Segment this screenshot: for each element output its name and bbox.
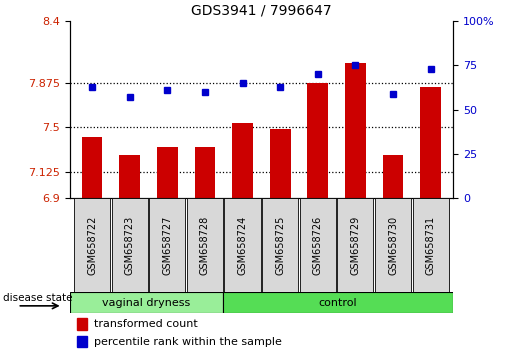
- FancyBboxPatch shape: [375, 198, 411, 292]
- Text: percentile rank within the sample: percentile rank within the sample: [94, 337, 282, 347]
- Text: GSM658722: GSM658722: [87, 216, 97, 275]
- FancyBboxPatch shape: [112, 198, 148, 292]
- Text: vaginal dryness: vaginal dryness: [102, 298, 191, 308]
- FancyBboxPatch shape: [70, 292, 223, 313]
- FancyBboxPatch shape: [225, 198, 261, 292]
- Bar: [77, 336, 87, 348]
- Text: disease state: disease state: [4, 293, 73, 303]
- Text: GSM658728: GSM658728: [200, 216, 210, 275]
- Text: GSM658723: GSM658723: [125, 216, 135, 275]
- Bar: [345, 63, 366, 198]
- Bar: [232, 123, 253, 198]
- Bar: [157, 148, 178, 198]
- FancyBboxPatch shape: [413, 198, 449, 292]
- FancyBboxPatch shape: [300, 198, 336, 292]
- Text: GSM658731: GSM658731: [425, 216, 436, 275]
- FancyBboxPatch shape: [223, 292, 453, 313]
- Text: GSM658730: GSM658730: [388, 216, 398, 275]
- FancyBboxPatch shape: [337, 198, 373, 292]
- Bar: [77, 318, 87, 330]
- Bar: [82, 137, 102, 198]
- Bar: [270, 129, 290, 198]
- Bar: [420, 87, 441, 198]
- FancyBboxPatch shape: [74, 198, 110, 292]
- FancyBboxPatch shape: [187, 198, 223, 292]
- Text: GSM658725: GSM658725: [275, 216, 285, 275]
- FancyBboxPatch shape: [262, 198, 298, 292]
- FancyBboxPatch shape: [149, 198, 185, 292]
- Text: GSM658729: GSM658729: [350, 216, 360, 275]
- Text: control: control: [319, 298, 357, 308]
- Text: GSM658724: GSM658724: [237, 216, 248, 275]
- Bar: [383, 155, 403, 198]
- Text: GSM658726: GSM658726: [313, 216, 323, 275]
- Bar: [119, 155, 140, 198]
- Title: GDS3941 / 7996647: GDS3941 / 7996647: [191, 3, 332, 17]
- Text: GSM658727: GSM658727: [162, 216, 173, 275]
- Bar: [195, 148, 215, 198]
- Text: transformed count: transformed count: [94, 319, 198, 329]
- Bar: [307, 83, 328, 198]
